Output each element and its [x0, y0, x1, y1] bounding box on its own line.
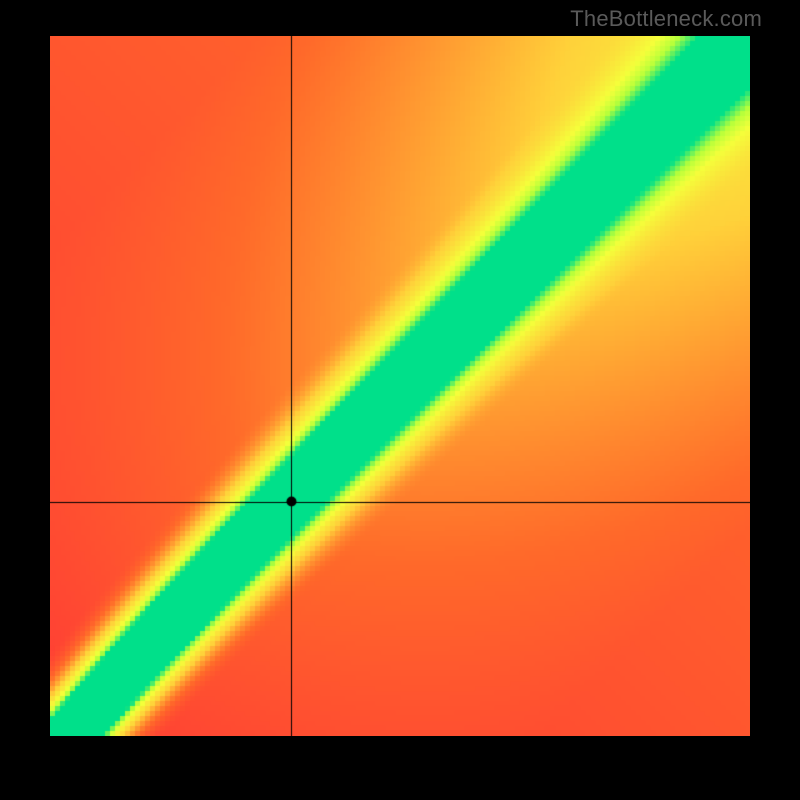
bottleneck-heatmap: [50, 36, 750, 736]
watermark-text: TheBottleneck.com: [570, 6, 762, 32]
